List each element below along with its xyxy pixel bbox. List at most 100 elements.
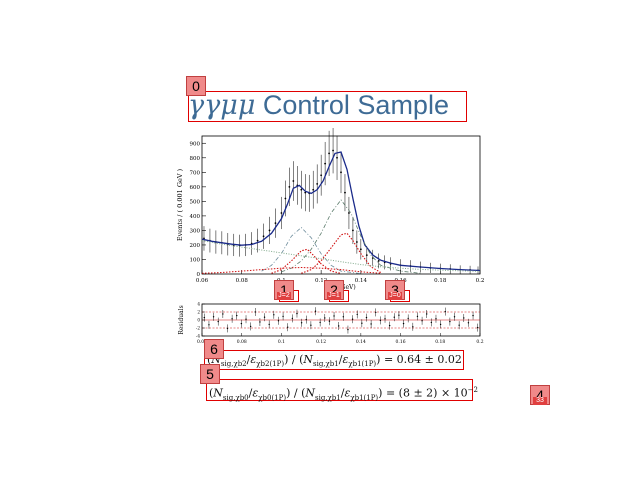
data-point-23 bbox=[320, 174, 323, 177]
resid-point-8 bbox=[240, 322, 243, 325]
resid-point-2 bbox=[212, 316, 215, 318]
y-tick-label-9: 900 bbox=[190, 141, 201, 147]
resid-point-39 bbox=[384, 318, 386, 320]
marker-3-id: 3 bbox=[391, 282, 399, 298]
resid-point-33 bbox=[356, 313, 358, 316]
resid-point-14 bbox=[268, 323, 270, 326]
resid-point-3 bbox=[217, 320, 219, 323]
data-point-25 bbox=[328, 152, 330, 155]
resid-point-26 bbox=[324, 317, 326, 319]
data-point-26 bbox=[332, 149, 334, 152]
resid-point-0 bbox=[203, 316, 206, 319]
resid-point-24 bbox=[314, 310, 317, 312]
resid-point-42 bbox=[398, 314, 400, 316]
f2-lhs-sub: sig,χb0 bbox=[222, 393, 249, 402]
resid-point-19 bbox=[291, 317, 294, 320]
marker-6[interactable]: 6 bbox=[204, 339, 224, 359]
formula2: (Nsig,χb0/εχb0(1P)) / (Nsig,χb1/εχb1(1P)… bbox=[209, 386, 478, 402]
f2-exponent: −2 bbox=[467, 386, 478, 394]
resid-x-tick-label-6: 0.18 bbox=[435, 339, 445, 345]
resid-point-5 bbox=[226, 327, 229, 330]
resid-point-59 bbox=[476, 326, 479, 329]
f2-rhs-eps: χb1(1P) bbox=[350, 393, 379, 402]
fit-plot: 01002003004005006007008009000.060.080.10… bbox=[172, 128, 484, 290]
resid-point-44 bbox=[407, 317, 409, 320]
resid-point-18 bbox=[287, 326, 289, 328]
marker-1-sub: J=2 bbox=[277, 292, 291, 300]
marker-3[interactable]: 3 J=0 bbox=[385, 280, 405, 300]
curve-fit bbox=[201, 151, 481, 272]
data-point-11 bbox=[268, 229, 271, 232]
resid-point-52 bbox=[444, 310, 446, 313]
marker-1[interactable]: 1 J=2 bbox=[274, 280, 294, 300]
residual-plot: -4 -2 0 2 4 0.06 0.08 0.1 0.12 0.14 0.16 0.18 0.2 Res… bbox=[172, 300, 484, 348]
resid-point-46 bbox=[416, 315, 419, 318]
resid-point-54 bbox=[453, 316, 456, 318]
data-point-15 bbox=[288, 185, 291, 188]
marker-4-id: 4 bbox=[536, 387, 544, 403]
y-tick-label-2: 200 bbox=[190, 243, 201, 249]
resid-point-17 bbox=[282, 315, 284, 318]
curve-bkg bbox=[201, 240, 481, 272]
resid-point-12 bbox=[259, 321, 261, 323]
title-box[interactable] bbox=[188, 91, 467, 122]
formula2-box[interactable] bbox=[206, 379, 473, 401]
y-tick-label-6: 600 bbox=[190, 185, 201, 191]
resid-point-23 bbox=[310, 324, 312, 326]
data-point-24 bbox=[324, 162, 327, 165]
resid-point-15 bbox=[273, 314, 275, 316]
data-point-28 bbox=[340, 171, 342, 174]
resid-point-56 bbox=[463, 317, 465, 319]
y-tick-label-8: 800 bbox=[190, 156, 201, 162]
resid-point-11 bbox=[254, 311, 256, 313]
resid-point-25 bbox=[319, 321, 321, 324]
data-point-9 bbox=[256, 239, 259, 242]
resid-point-47 bbox=[421, 320, 423, 322]
resid-y-tick-label-1: -2 bbox=[196, 326, 200, 331]
marker-0-id: 0 bbox=[192, 78, 200, 94]
marker-1-id: 1 bbox=[280, 282, 288, 298]
y-tick-label-3: 300 bbox=[190, 228, 201, 234]
data-point-27 bbox=[336, 156, 338, 159]
f2-rhs-sub: sig,χb1 bbox=[315, 393, 341, 402]
marker-0[interactable]: 0 bbox=[186, 76, 206, 96]
marker-5[interactable]: 5 bbox=[200, 364, 220, 384]
f1-result: = 0.64 ± 0.02 bbox=[383, 353, 462, 366]
resid-point-10 bbox=[249, 325, 252, 328]
plot-frame bbox=[201, 135, 481, 275]
resid-point-1 bbox=[208, 324, 210, 326]
x-axis-label: (GeV) bbox=[338, 284, 355, 290]
formula1-box[interactable] bbox=[204, 350, 464, 370]
resid-x-tick-label-2: 0.1 bbox=[278, 339, 285, 345]
resid-y-tick-label-4: 4 bbox=[197, 302, 200, 307]
y-tick-label-7: 700 bbox=[190, 170, 201, 176]
data-point-21 bbox=[312, 188, 315, 191]
resid-point-7 bbox=[236, 314, 238, 317]
resid-point-50 bbox=[435, 318, 437, 320]
data-point-12 bbox=[274, 222, 277, 225]
resid-point-32 bbox=[351, 318, 354, 320]
curve-component-j1 bbox=[281, 199, 421, 274]
resid-point-13 bbox=[263, 316, 266, 318]
resid-point-45 bbox=[412, 326, 414, 328]
data-point-18 bbox=[300, 188, 303, 191]
data-point-36 bbox=[377, 260, 380, 262]
x-tick-label-1: 0.08 bbox=[236, 278, 249, 284]
resid-point-27 bbox=[328, 320, 331, 322]
resid-point-4 bbox=[222, 313, 224, 315]
marker-2[interactable]: 2 J=1 bbox=[324, 280, 344, 300]
resid-y-tick-label-2: 0 bbox=[197, 318, 200, 323]
data-point-33 bbox=[359, 248, 362, 251]
resid-y-tick-label-3: 2 bbox=[197, 310, 200, 315]
marker-2-sub: J=1 bbox=[327, 292, 341, 300]
resid-x-tick-label-4: 0.14 bbox=[356, 339, 366, 345]
resid-point-48 bbox=[426, 313, 428, 315]
resid-point-31 bbox=[347, 328, 349, 331]
resid-point-16 bbox=[277, 320, 280, 322]
marker-4-sub: 33 bbox=[533, 397, 547, 405]
x-tick-label-4: 0.14 bbox=[355, 278, 368, 284]
f1-rhs-eps: χb1(1P) bbox=[348, 360, 377, 369]
formula1: (Nsig,χb2/εχb2(1P)) / (Nsig,χb1/εχb1(1P)… bbox=[207, 353, 462, 369]
marker-4[interactable]: 4 33 bbox=[530, 385, 550, 405]
resid-point-57 bbox=[467, 322, 470, 324]
